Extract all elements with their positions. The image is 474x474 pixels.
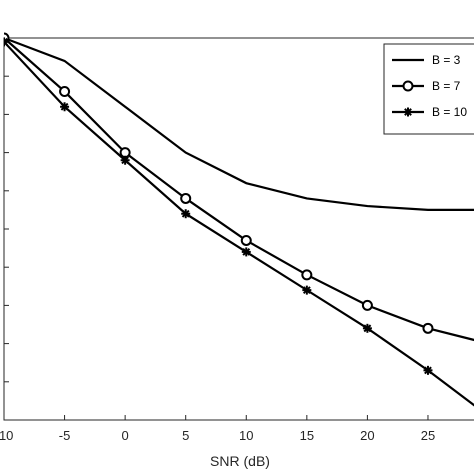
data-point-marker [361,299,373,311]
x-axis-title: SNR (dB) [210,453,270,469]
x-tick-label: 15 [300,428,314,443]
x-tick-label: 10 [239,428,253,443]
data-point-marker [59,85,71,97]
data-point-marker [180,192,192,204]
legend: B = 3 B = 7 B = 10 [383,43,474,135]
x-tick-label: 20 [360,428,374,443]
x-tick-label: 25 [421,428,435,443]
legend-entry: B = 3 [392,53,461,67]
x-tick-label: 0 [122,428,129,443]
data-point-marker [120,155,130,165]
legend-marker [403,107,413,117]
series-2 [4,32,474,342]
data-point-marker [60,102,70,112]
data-point-marker [302,285,312,295]
legend-entry: B = 10 [392,105,467,119]
data-point-marker [301,269,313,281]
x-tick-label: -5 [59,428,71,443]
y-axis-ticks [4,75,9,383]
data-point-marker [422,322,434,334]
legend-marker [402,80,414,92]
x-axis-ticks: -10 -5 0 5 10 15 20 25 [0,415,435,443]
x-tick-label: -10 [0,428,13,443]
x-tick-label: 5 [182,428,189,443]
series-1 [4,36,474,211]
series-line [4,36,474,211]
series-3 [4,37,474,407]
data-point-marker [181,209,191,219]
data-point-marker [4,37,9,47]
legend-label: B = 7 [432,79,461,93]
legend-box [383,43,474,135]
data-point-marker [362,323,372,333]
legend-label: B = 3 [432,53,461,67]
series-layer [4,32,474,407]
legend-entry: B = 7 [392,79,461,93]
data-point-marker [423,365,433,375]
data-point-marker [240,234,252,246]
data-point-marker [241,247,251,257]
legend-label: B = 10 [432,105,467,119]
